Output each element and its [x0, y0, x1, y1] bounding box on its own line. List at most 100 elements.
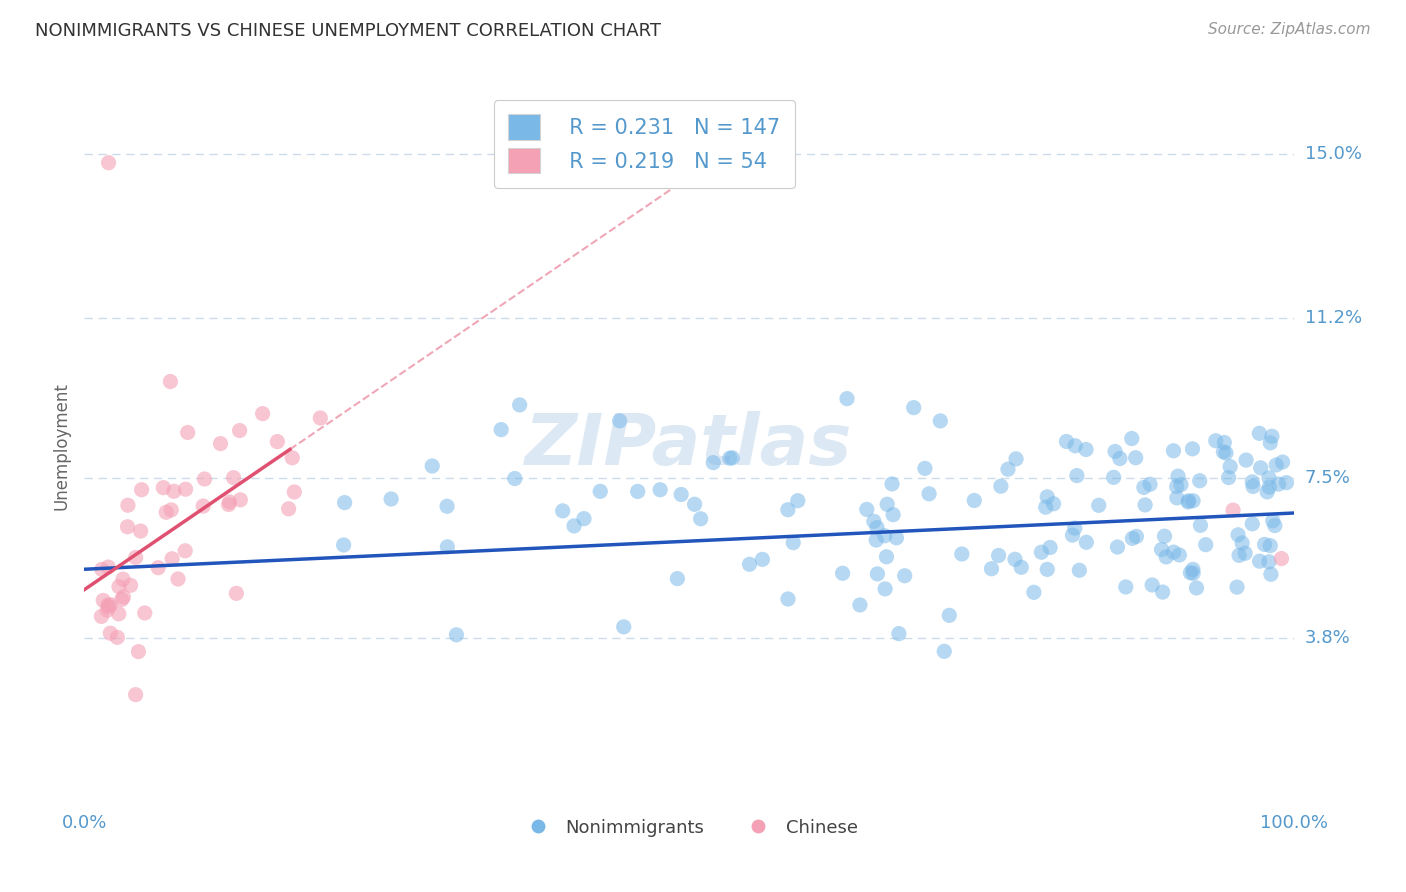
Point [863, 514, 886, 528]
Point [97, 598, 120, 612]
Point [1188, 474, 1211, 488]
Point [1261, 429, 1284, 443]
Point [918, 487, 941, 501]
Point [1275, 475, 1298, 490]
Point [1182, 566, 1205, 581]
Point [938, 608, 960, 623]
Point [98, 626, 121, 640]
Point [887, 626, 910, 640]
Point [1133, 480, 1156, 494]
Point [1133, 498, 1156, 512]
Point [1153, 529, 1175, 543]
Point [1265, 458, 1288, 472]
Point [1271, 455, 1294, 469]
Point [1219, 459, 1241, 474]
Point [882, 508, 904, 522]
Point [1241, 516, 1264, 531]
Point [683, 497, 706, 511]
Point [669, 487, 692, 501]
Point [866, 520, 889, 534]
Point [1258, 555, 1281, 569]
Text: 11.2%: 11.2% [1305, 310, 1362, 327]
Y-axis label: Unemployment: Unemployment [52, 382, 70, 510]
Point [1218, 470, 1240, 484]
Point [903, 401, 925, 415]
Point [1163, 443, 1185, 458]
Point [1258, 539, 1281, 553]
Point [129, 524, 152, 538]
Point [866, 566, 889, 581]
Point [124, 550, 146, 565]
Point [1166, 491, 1188, 505]
Point [786, 493, 808, 508]
Point [446, 628, 468, 642]
Point [1004, 552, 1026, 566]
Point [1230, 536, 1253, 550]
Point [1182, 493, 1205, 508]
Point [1022, 585, 1045, 599]
Point [963, 493, 986, 508]
Point [1212, 445, 1234, 459]
Point [1226, 580, 1249, 594]
Point [193, 499, 215, 513]
Point [489, 423, 512, 437]
Point [1181, 562, 1204, 576]
Point [751, 552, 773, 566]
Point [131, 483, 153, 497]
Point [1163, 545, 1185, 559]
Point [689, 512, 711, 526]
Point [108, 580, 131, 594]
Point [1258, 435, 1281, 450]
Point [152, 481, 174, 495]
Point [1227, 528, 1250, 542]
Point [309, 411, 332, 425]
Point [1180, 566, 1202, 580]
Point [1168, 548, 1191, 562]
Text: ZIPatlas: ZIPatlas [526, 411, 852, 481]
Point [886, 531, 908, 545]
Point [1076, 535, 1098, 549]
Point [1195, 538, 1218, 552]
Point [1256, 484, 1278, 499]
Point [283, 485, 305, 500]
Point [146, 560, 169, 574]
Point [1064, 439, 1087, 453]
Point [90, 609, 112, 624]
Point [738, 558, 761, 572]
Point [436, 500, 458, 514]
Point [562, 519, 585, 533]
Legend: Nonimmigrants, Chinese: Nonimmigrants, Chinese [513, 812, 865, 844]
Point [124, 688, 146, 702]
Point [1227, 549, 1250, 563]
Point [990, 479, 1012, 493]
Point [1109, 451, 1132, 466]
Text: Source: ZipAtlas.com: Source: ZipAtlas.com [1208, 22, 1371, 37]
Point [1222, 503, 1244, 517]
Point [831, 566, 853, 581]
Point [252, 407, 274, 421]
Point [97, 560, 120, 574]
Point [987, 549, 1010, 563]
Point [627, 484, 650, 499]
Point [893, 568, 915, 582]
Point [1258, 471, 1281, 485]
Point [1249, 426, 1271, 441]
Point [1035, 500, 1057, 515]
Point [721, 450, 744, 465]
Point [97, 599, 120, 614]
Point [111, 592, 134, 607]
Point [650, 483, 672, 497]
Point [1260, 567, 1282, 582]
Point [228, 424, 250, 438]
Point [776, 592, 799, 607]
Point [1010, 560, 1032, 574]
Point [1241, 479, 1264, 493]
Point [1115, 580, 1137, 594]
Point [127, 645, 149, 659]
Point [1213, 435, 1236, 450]
Point [1056, 434, 1078, 449]
Point [1031, 545, 1053, 559]
Point [333, 495, 356, 509]
Point [160, 503, 183, 517]
Point [100, 598, 122, 612]
